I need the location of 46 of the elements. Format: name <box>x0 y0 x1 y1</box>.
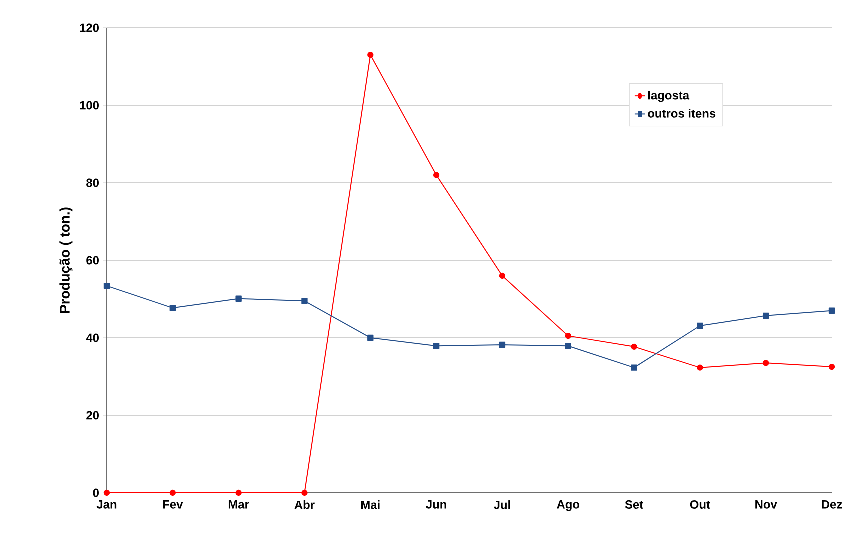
x-tick-label: Jan <box>96 500 117 509</box>
point <box>828 308 836 314</box>
point <box>368 52 374 58</box>
x-tick-label: Out <box>690 500 710 509</box>
point <box>104 282 110 290</box>
y-tick-label: 0 <box>93 488 99 498</box>
point <box>499 272 506 280</box>
y-tick-label: 40 <box>86 334 99 342</box>
point <box>565 343 572 350</box>
point <box>236 296 242 302</box>
x-tick-label: Jul <box>494 500 510 510</box>
point <box>433 172 440 178</box>
point <box>763 312 770 319</box>
x-tick-label: Set <box>625 500 644 509</box>
x-tick-label: Ago <box>557 500 580 512</box>
legend-label: outros itens <box>648 109 716 118</box>
point <box>302 490 308 496</box>
point <box>499 342 506 348</box>
x-tick-label: Abr <box>294 500 315 510</box>
x-tick-label: Mar <box>228 500 250 509</box>
point <box>368 334 374 342</box>
y-tick-label: 20 <box>86 411 99 420</box>
point <box>697 364 704 371</box>
y-tick-label: 80 <box>86 178 99 188</box>
y-tick-label: 120 <box>80 24 99 32</box>
point <box>763 360 770 366</box>
point <box>170 490 176 496</box>
y-axis-title: Produção ( ton.) <box>60 208 73 314</box>
point <box>828 364 836 370</box>
y-tick-label: 100 <box>80 101 99 110</box>
x-tick-label: Jun <box>426 500 446 509</box>
point <box>236 490 242 496</box>
x-tick-label: Dez <box>822 500 842 509</box>
point <box>697 322 704 330</box>
point <box>104 490 110 496</box>
x-tick-label: Mai <box>361 500 380 510</box>
point <box>631 344 638 350</box>
point <box>433 343 440 350</box>
point <box>302 298 308 304</box>
point <box>170 305 176 312</box>
point <box>565 332 572 340</box>
x-tick-label: Fev <box>163 500 184 509</box>
y-tick-label: 60 <box>86 256 99 265</box>
legend-label: lagosta <box>648 90 690 102</box>
point <box>631 364 638 371</box>
x-tick-label: Nov <box>756 500 778 509</box>
